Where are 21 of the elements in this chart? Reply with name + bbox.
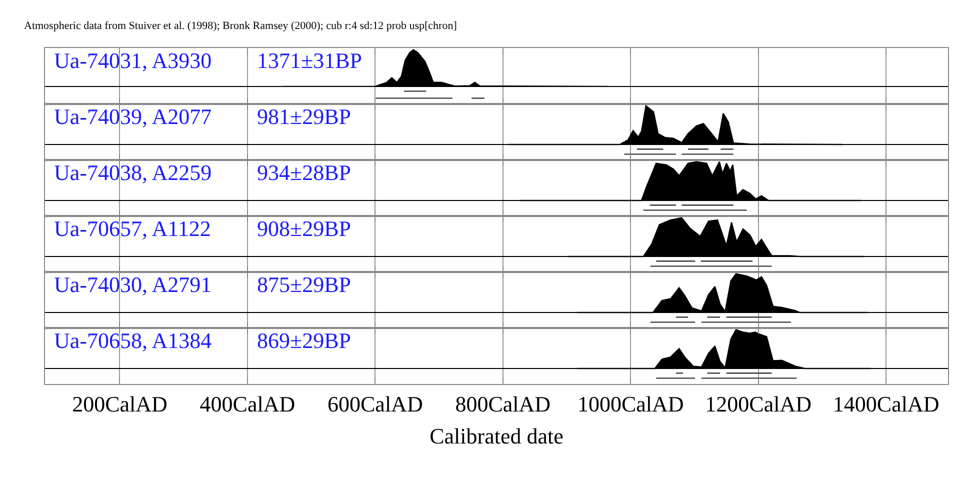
x-tick-label: 1000CalAD <box>577 391 684 416</box>
annotation: 1371±31BP <box>257 48 362 73</box>
chart-title: Atmospheric data from Stuiver et al. (1998); Bronk Ramsey (2000); cub r:4 sd:12 prob usp[chron] <box>24 20 457 32</box>
annotation: Ua-74039, A2077 <box>54 104 212 129</box>
x-tick-label: 1200CalAD <box>705 391 812 416</box>
annotation: 981±29BP <box>257 104 351 129</box>
annotation: 869±29BP <box>257 328 351 353</box>
annotation: Ua-70658, A1384 <box>54 328 212 353</box>
annotation: Ua-70657, A1122 <box>54 216 211 241</box>
x-tick-label: 400CalAD <box>200 391 296 416</box>
annotation: Ua-74031, A3930 <box>54 48 212 73</box>
x-tick-label: 600CalAD <box>327 391 423 416</box>
annotation: 908±29BP <box>257 216 351 241</box>
annotation: 934±28BP <box>257 160 351 185</box>
annotation: Ua-74030, A2791 <box>54 272 212 297</box>
x-tick-label: 1400CalAD <box>832 391 940 416</box>
x-tick-label: 800CalAD <box>455 391 551 416</box>
x-tick-label: 200CalAD <box>72 391 168 416</box>
x-axis-title: Calibrated date <box>430 423 564 448</box>
annotation: 875±29BP <box>257 272 351 297</box>
annotation: Ua-74038, A2259 <box>54 160 212 185</box>
